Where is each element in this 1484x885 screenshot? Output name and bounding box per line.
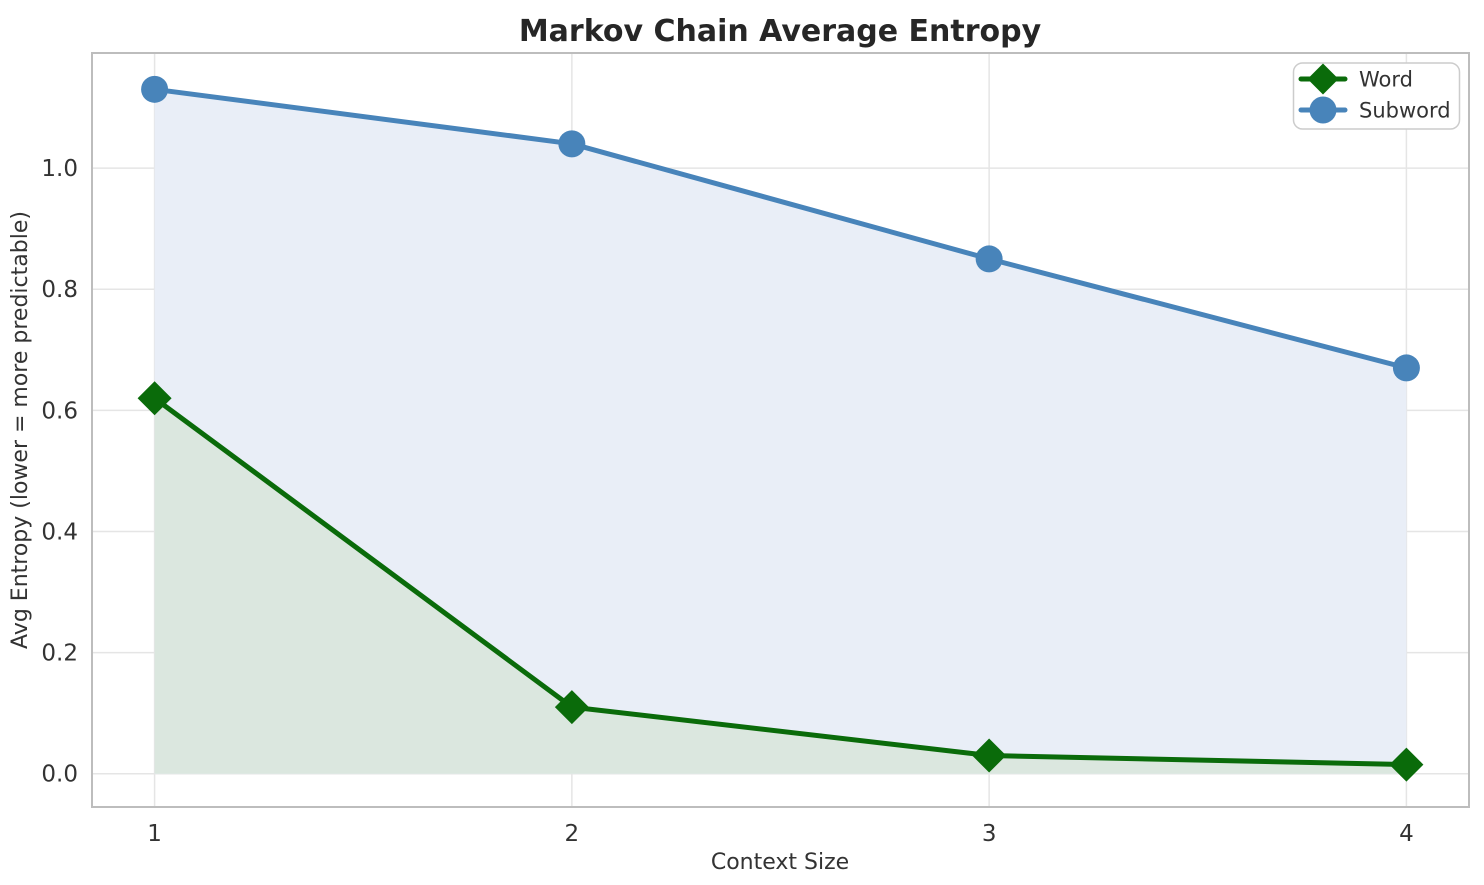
y-axis-label: Avg Entropy (lower = more predictable) [8,211,33,649]
series-layer [137,75,1424,782]
word-diamond-icon [1307,63,1339,95]
word-point-1 [137,381,172,416]
x-tick-label-4: 4 [1399,821,1414,847]
word-point-3 [972,738,1007,773]
area-fill-layer [154,89,1407,774]
subword-area-fill [154,89,1407,774]
subword-point-1 [141,75,169,103]
plot-border [91,52,1470,808]
word-point-2 [554,690,589,725]
word-area-fill [154,398,1407,774]
x-tick-label-3: 3 [982,821,997,847]
axis-tick-labels: 1 2 3 4 0.0 0.2 0.4 0.6 0.8 1.0 [41,156,1413,847]
subword-point-3 [975,245,1003,273]
x-tick-label-1: 1 [147,821,162,847]
subword-circle-icon [1309,96,1337,124]
x-axis-label: Context Size [711,850,849,875]
word-line [152,395,1409,768]
subword-point-4 [1392,354,1420,382]
chart-title: Markov Chain Average Entropy [519,14,1042,49]
y-tick-label-0.0: 0.0 [41,762,78,788]
y-tick-label-0.8: 0.8 [41,277,78,303]
legend-item-word: Word [1298,63,1413,95]
legend-label-subword: Subword [1359,99,1451,123]
y-tick-label-0.4: 0.4 [41,519,78,545]
word-point-4 [1389,747,1424,782]
y-tick-label-1.0: 1.0 [41,156,78,182]
legend: Word Subword [1292,62,1461,130]
y-tick-label-0.2: 0.2 [41,641,78,667]
legend-label-word: Word [1359,68,1413,92]
subword-point-2 [558,130,586,158]
subword-line [152,86,1409,371]
x-tick-label-2: 2 [565,821,580,847]
legend-item-subword: Subword [1298,96,1451,124]
y-tick-label-0.6: 0.6 [41,398,78,424]
